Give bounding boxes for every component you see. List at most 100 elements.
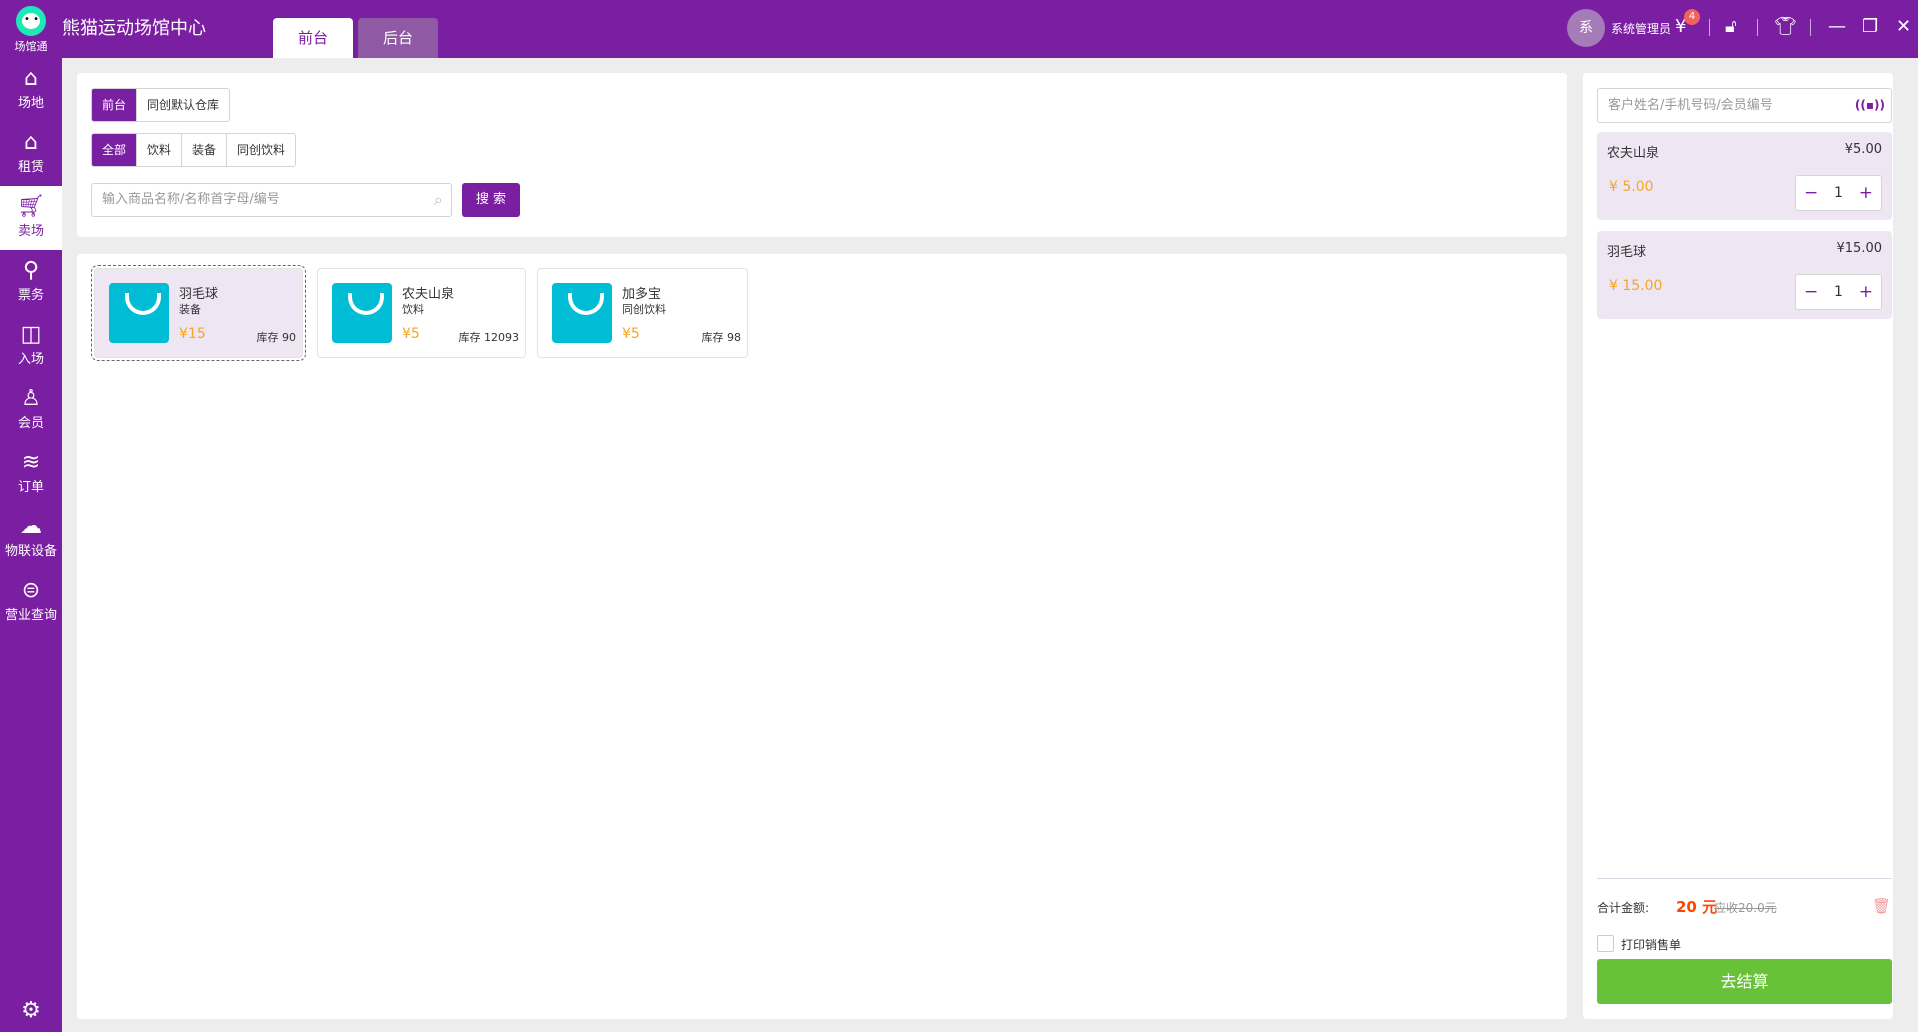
logo: 场馆通 [0, 6, 62, 54]
product-stock: 库存 90 [256, 331, 297, 344]
quantity-stepper: −1 + [1795, 274, 1882, 310]
product-stock: 库存 12093 [458, 331, 520, 344]
cart-item-unit-price: ¥15.00 [1836, 241, 1883, 256]
product-category: 饮料 [402, 303, 424, 316]
print-receipt-label[interactable]: 打印销售单 [1621, 938, 1682, 952]
divider [1757, 19, 1758, 36]
nav-label: 票务 [17, 288, 44, 303]
customer-search-input[interactable]: 客户姓名/手机号码/会员编号 ((▪)) [1597, 88, 1892, 123]
nav-label: 会员 [17, 416, 44, 431]
user-name[interactable]: 系统管理员 [1611, 22, 1672, 36]
restore-icon[interactable]: ❐ [1862, 16, 1879, 37]
plus-button[interactable]: + [1858, 183, 1873, 203]
product-price: ¥5 [622, 326, 640, 342]
tab-front-desk[interactable]: 前台 [273, 18, 353, 58]
cart-item-name: 农夫山泉 [1607, 146, 1660, 161]
quantity-value[interactable]: 1 [1834, 185, 1843, 201]
search-placeholder: 输入商品名称/名称首字母/编号 [102, 192, 280, 207]
cart-item: 羽毛球 ¥15.00 ¥ 15.00 −1 + [1597, 231, 1892, 319]
lock-icon[interactable]: 🔓︎ [1725, 16, 1737, 37]
shopping-bag-icon [332, 283, 392, 343]
home-icon: ⌂ [24, 66, 38, 91]
category-equipment[interactable]: 装备 [182, 134, 228, 166]
shopping-bag-icon [109, 283, 169, 343]
rental-icon: ⌂ [24, 130, 38, 155]
product-panel [77, 254, 1567, 1019]
category-tongchuang-drinks[interactable]: 同创饮料 [237, 143, 286, 157]
sidebar-item-entry[interactable]: ◫ 入场 [0, 314, 62, 378]
nav-label: 场地 [17, 96, 44, 111]
product-name: 农夫山泉 [402, 287, 455, 302]
panda-logo-icon [16, 6, 46, 36]
plus-button[interactable]: + [1858, 282, 1873, 302]
product-card[interactable]: 农夫山泉 饮料 ¥5 库存 12093 [317, 268, 526, 358]
quantity-value[interactable]: 1 [1834, 284, 1843, 300]
close-icon[interactable]: ✕ [1896, 16, 1912, 37]
sidebar-item-revenue[interactable]: ⊜ 营业查询 [0, 570, 62, 634]
product-name: 加多宝 [622, 287, 662, 302]
total-value: 20 元 [1676, 898, 1718, 916]
warehouse-front-desk[interactable]: 前台 [92, 89, 138, 121]
minimize-icon[interactable]: — [1828, 16, 1846, 37]
search-icon: ⌕ [434, 190, 443, 209]
category-selector: 全部 饮料 装备 同创饮料 [91, 133, 297, 167]
avatar[interactable]: 系 [1567, 9, 1605, 47]
search-button[interactable]: 搜 索 [462, 183, 520, 217]
product-price: ¥15 [179, 326, 206, 342]
total-label: 合计金额: [1597, 901, 1650, 915]
ticket-icon: ⚲ [22, 258, 40, 283]
sidebar-item-rental[interactable]: ⌂ 租赁 [0, 122, 62, 186]
cart-icon: 🛒︎ [17, 194, 45, 219]
nav-label: 物联设备 [4, 544, 57, 559]
product-search-input[interactable]: 输入商品名称/名称首字母/编号 ⌕ [91, 183, 452, 217]
product-stock: 库存 98 [701, 331, 742, 344]
cart-item: 农夫山泉 ¥5.00 ¥ 5.00 −1 + [1597, 132, 1892, 220]
sidebar-item-venue[interactable]: ⌂ 场地 [0, 58, 62, 122]
receipt-icon[interactable]: ¥ [1675, 16, 1687, 37]
sidebar-item-shop[interactable]: 🛒︎ 卖场 [0, 186, 62, 250]
customer-placeholder: 客户姓名/手机号码/会员编号 [1608, 98, 1773, 113]
warehouse-default[interactable]: 同创默认仓库 [147, 98, 220, 112]
filter-panel [77, 73, 1567, 237]
cart-item-total: ¥ 15.00 [1609, 278, 1663, 294]
settings-button[interactable]: ⚙ [0, 990, 62, 1026]
checkout-button[interactable]: 去结算 [1597, 959, 1892, 1004]
nfc-card-icon[interactable]: ((▪)) [1854, 98, 1885, 112]
cart-item-name: 羽毛球 [1607, 245, 1647, 260]
product-price: ¥5 [402, 326, 420, 342]
product-card[interactable]: 加多宝 同创饮料 ¥5 库存 98 [537, 268, 748, 358]
product-card[interactable]: 羽毛球 装备 ¥15 库存 90 [91, 265, 306, 361]
sidebar-item-orders[interactable]: ≋ 订单 [0, 442, 62, 506]
category-all[interactable]: 全部 [92, 134, 138, 166]
divider [1709, 19, 1710, 36]
product-name: 羽毛球 [179, 287, 219, 302]
gear-icon: ⚙ [21, 998, 41, 1023]
divider [1810, 19, 1811, 36]
layers-icon: ≋ [21, 450, 41, 475]
shopping-bag-icon [552, 283, 612, 343]
shirt-icon[interactable]: 👕︎ [1774, 16, 1797, 37]
notification-badge: 4 [1684, 9, 1700, 25]
revenue-search-icon: ⊜ [21, 578, 41, 603]
minus-button[interactable]: − [1804, 282, 1819, 302]
cart-item-total: ¥ 5.00 [1609, 179, 1654, 195]
quantity-stepper: −1 + [1795, 175, 1882, 211]
nav-label: 营业查询 [4, 608, 57, 623]
iot-icon: ☁ [20, 514, 42, 539]
nav-label: 卖场 [17, 224, 44, 239]
logo-label: 场馆通 [14, 40, 48, 53]
sidebar: 场馆通 ⌂ 场地 ⌂ 租赁 🛒︎ 卖场 ⚲ 票务 ◫ 入场 ♙ 会员 ≋ 订单 ☁ 物联设备 ⊜… [0, 0, 62, 1032]
tab-back-office[interactable]: 后台 [358, 18, 438, 58]
cart-panel [1583, 73, 1893, 1019]
product-category: 装备 [179, 303, 201, 316]
minus-button[interactable]: − [1804, 183, 1819, 203]
sidebar-item-member[interactable]: ♙ 会员 [0, 378, 62, 442]
print-receipt-checkbox[interactable] [1597, 935, 1614, 952]
sidebar-item-ticket[interactable]: ⚲ 票务 [0, 250, 62, 314]
trash-icon[interactable]: 🗑︎ [1872, 897, 1892, 915]
nav-label: 订单 [17, 480, 44, 495]
category-drinks[interactable]: 饮料 [137, 134, 183, 166]
gate-icon: ◫ [20, 322, 42, 347]
warehouse-selector: 前台 同创默认仓库 [91, 88, 231, 122]
sidebar-item-iot[interactable]: ☁ 物联设备 [0, 506, 62, 570]
